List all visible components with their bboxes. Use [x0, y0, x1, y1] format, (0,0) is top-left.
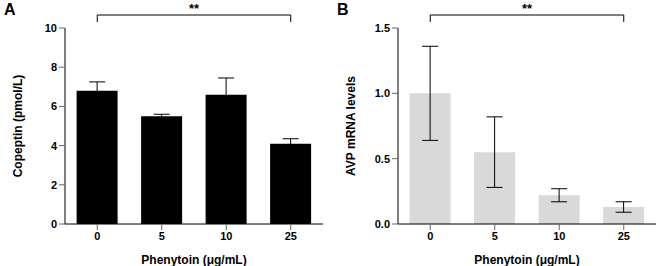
svg-text:0.0: 0.0	[375, 218, 390, 230]
svg-text:10: 10	[553, 230, 565, 242]
svg-text:0: 0	[94, 230, 100, 242]
svg-text:1.5: 1.5	[375, 22, 390, 34]
svg-text:10: 10	[45, 22, 57, 34]
svg-text:5: 5	[159, 230, 165, 242]
svg-text:8: 8	[51, 61, 57, 73]
svg-text:Phenytoin (μg/mL): Phenytoin (μg/mL)	[474, 253, 579, 266]
svg-text:2: 2	[51, 179, 57, 191]
svg-text:10: 10	[220, 230, 232, 242]
svg-text:Phenytoin (μg/mL): Phenytoin (μg/mL)	[141, 253, 246, 266]
svg-text:0.5: 0.5	[375, 153, 390, 165]
svg-text:A: A	[8, 1, 16, 18]
svg-text:0: 0	[51, 218, 57, 230]
svg-text:25: 25	[618, 230, 630, 242]
svg-text:0: 0	[427, 230, 433, 242]
svg-text:1.0: 1.0	[375, 87, 390, 99]
svg-text:5: 5	[492, 230, 498, 242]
svg-text:4: 4	[51, 140, 58, 152]
svg-text:**: **	[522, 1, 533, 16]
svg-text:AVP mRNA levels: AVP mRNA levels	[344, 76, 358, 176]
svg-text:B: B	[337, 1, 349, 18]
svg-text:**: **	[189, 1, 200, 16]
svg-text:Copeptin (pmol/L): Copeptin (pmol/L)	[11, 75, 25, 178]
svg-text:6: 6	[51, 100, 57, 112]
svg-text:25: 25	[285, 230, 297, 242]
